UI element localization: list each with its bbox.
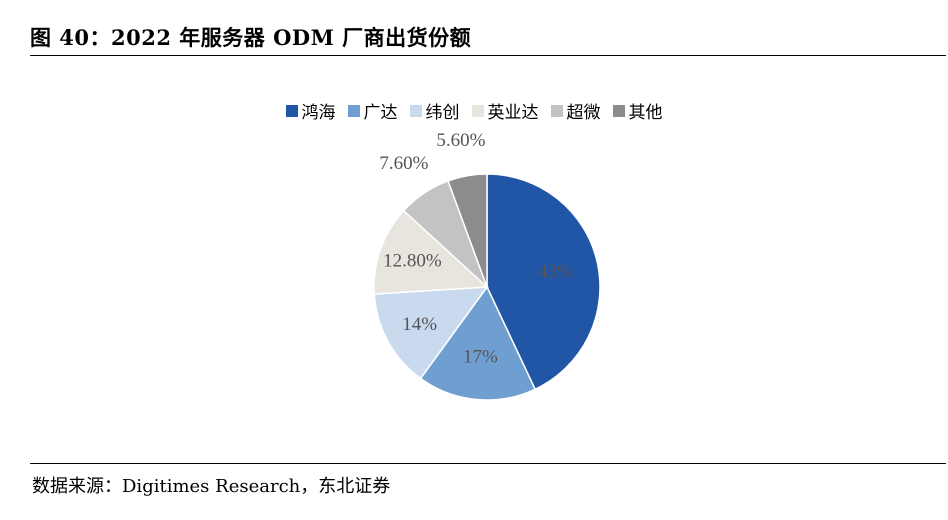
legend-swatch-1 <box>347 104 360 117</box>
legend-label-1: 广达 <box>363 103 398 123</box>
legend-label-0: 鸿海 <box>301 103 336 123</box>
legend-swatch-3 <box>471 104 484 117</box>
figure-title: 图 40：2022 年服务器 ODM 厂商出货份额 <box>30 25 472 50</box>
legend-item-3: 英业达 <box>471 98 539 123</box>
legend-swatch-0 <box>285 104 298 117</box>
legend-swatch-2 <box>409 104 422 117</box>
slice-label-1: 17% <box>463 347 498 368</box>
pie-slice-0 <box>486 173 601 391</box>
legend-label-4: 超微 <box>566 103 601 123</box>
legend-item-5: 其他 <box>612 98 663 123</box>
pie-slice-3 <box>373 209 489 295</box>
legend-item-1: 广达 <box>347 98 398 123</box>
legend-item-0: 鸿海 <box>285 98 336 123</box>
legend-label-2: 纬创 <box>425 103 460 123</box>
slice-label-2: 14% <box>402 314 437 335</box>
pie-slice-2 <box>373 286 489 380</box>
pie-slice-1 <box>419 285 537 401</box>
legend-label-5: 其他 <box>628 103 663 123</box>
legend-swatch-4 <box>550 104 563 117</box>
title-rule <box>30 55 946 56</box>
pie-slice-5 <box>447 173 488 288</box>
legend-label-3: 英业达 <box>487 103 539 123</box>
legend-item-4: 超微 <box>550 98 601 123</box>
slice-label-0: 43% <box>538 262 573 283</box>
slice-label-5: 5.60% <box>436 130 485 151</box>
source-rule <box>30 463 946 464</box>
source-note: 数据来源：Digitimes Research，东北证券 <box>32 476 391 497</box>
chart-legend: 鸿海 广达 纬创 英业达 超微 其他 <box>0 98 948 123</box>
legend-item-2: 纬创 <box>409 98 460 123</box>
legend-swatch-5 <box>612 104 625 117</box>
slice-label-3: 12.80% <box>383 251 442 272</box>
slice-label-4: 7.60% <box>379 153 428 174</box>
